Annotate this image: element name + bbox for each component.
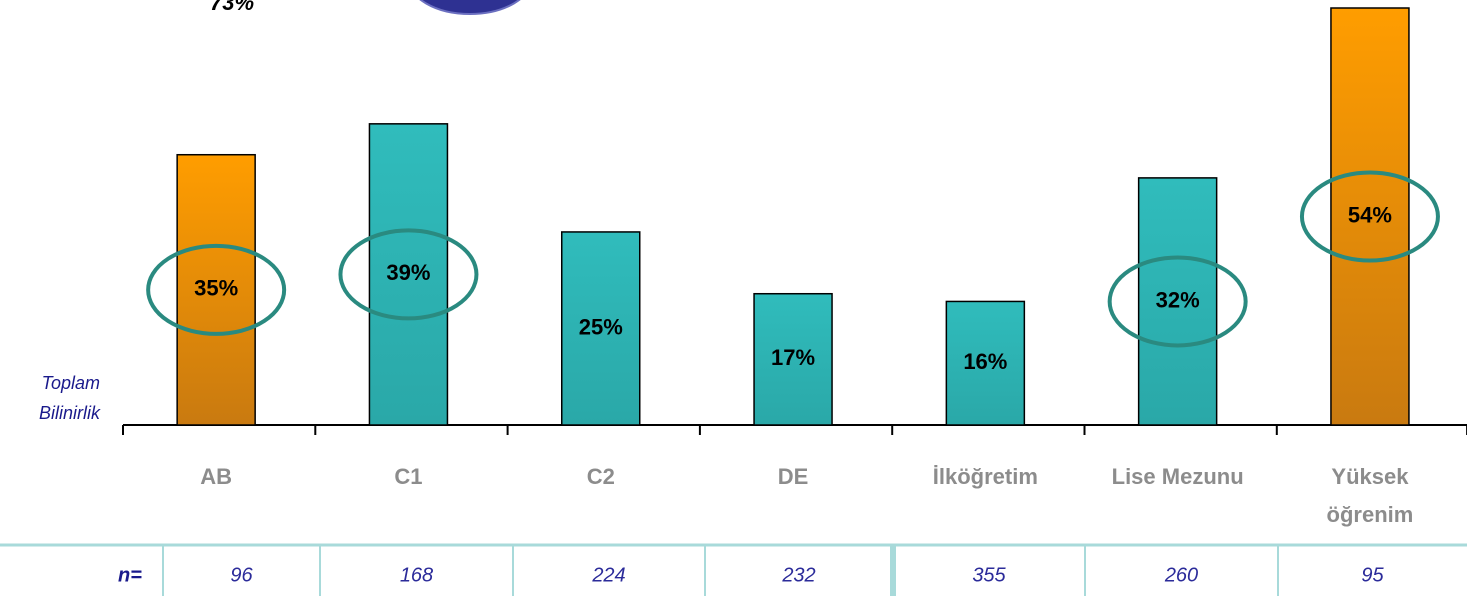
highlight-ring bbox=[146, 243, 287, 336]
decor-ellipse bbox=[419, 0, 521, 15]
value-label: 32% bbox=[1156, 287, 1200, 312]
x-tick-label: AB bbox=[200, 464, 233, 489]
x-tick-label: Yüksek öğrenim bbox=[1326, 464, 1414, 527]
highlight-ring bbox=[1107, 255, 1248, 348]
y-axis-label: Toplam Bilinirlik bbox=[38, 373, 100, 423]
n-value: 224 bbox=[591, 564, 625, 586]
bar bbox=[561, 231, 641, 426]
bar bbox=[1137, 177, 1218, 426]
n-label: n= bbox=[118, 564, 142, 586]
x-tick-label: İlköğretim bbox=[932, 464, 1038, 489]
value-label: 39% bbox=[386, 260, 430, 285]
n-value: 260 bbox=[1164, 564, 1198, 586]
value-label: 25% bbox=[579, 314, 623, 339]
bar bbox=[1330, 7, 1410, 426]
value-label: 54% bbox=[1348, 202, 1392, 227]
x-tick-label: C1 bbox=[394, 464, 423, 489]
n-value: 168 bbox=[400, 564, 433, 586]
n-value: 232 bbox=[781, 564, 815, 586]
n-value: 95 bbox=[1361, 564, 1384, 586]
value-label: 16% bbox=[963, 349, 1007, 374]
highlight-ring bbox=[1299, 170, 1440, 263]
x-tick-label: Lise Mezunu bbox=[1111, 464, 1244, 489]
bar bbox=[945, 300, 1026, 426]
value-label: 35% bbox=[194, 276, 238, 301]
x-tick-label: C2 bbox=[586, 464, 615, 489]
highlight-ring bbox=[338, 228, 479, 321]
annotation: 73% bbox=[210, 0, 254, 15]
bar bbox=[753, 292, 833, 426]
bar bbox=[368, 123, 449, 426]
value-label: 17% bbox=[771, 345, 815, 370]
n-value: 355 bbox=[972, 564, 1006, 586]
n-value: 96 bbox=[230, 564, 253, 586]
bar bbox=[176, 153, 256, 426]
x-tick-label: DE bbox=[777, 464, 809, 489]
